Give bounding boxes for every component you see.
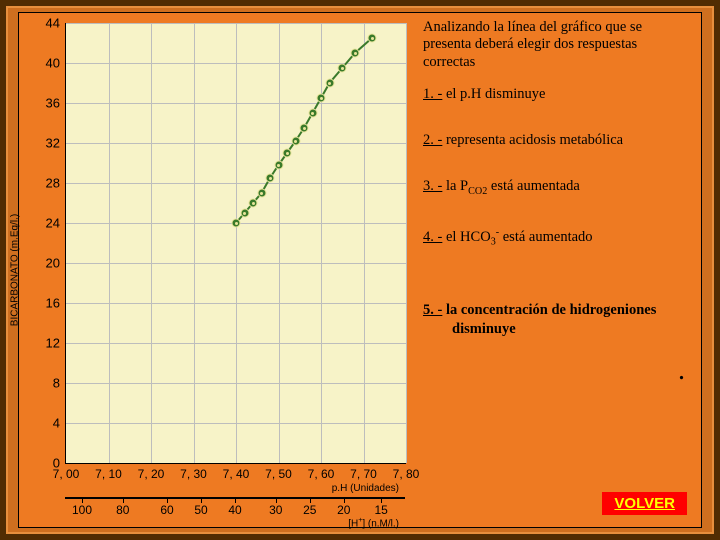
answer-option[interactable]: 1. - el p.H disminuye [423,85,691,103]
chart-area: BICARBONATO (m.Eq/l.) 048121620242832364… [19,13,419,527]
secondary-x-axis-label: [H+] (n.M/l.) [19,517,419,529]
secondary-x-axis: 100 80 60 50 40 30 25 20 15 [65,497,405,517]
x-tick: 7, 50 [265,463,292,481]
data-point [338,64,347,73]
data-point [291,137,300,146]
data-point [257,189,266,198]
x-tick: 7, 70 [350,463,377,481]
y-tick: 12 [46,336,66,351]
secondary-x-tick: 60 [160,503,173,517]
answer-option[interactable]: 2. - representa acidosis metabólica [423,131,691,149]
data-point [317,94,326,103]
y-tick: 44 [46,16,66,31]
y-tick: 4 [53,416,66,431]
secondary-x-tick: 20 [337,503,350,517]
answer-option[interactable]: 5. - la concentración de hidrogeniones d… [423,301,691,337]
secondary-x-tick: 40 [228,503,241,517]
question-prompt: Analizando la línea del gráfico que se p… [423,19,691,71]
outer-frame: BICARBONATO (m.Eq/l.) 048121620242832364… [0,0,720,540]
question-panel: Analizando la línea del gráfico que se p… [419,13,701,527]
y-tick: 40 [46,56,66,71]
slide-content: BICARBONATO (m.Eq/l.) 048121620242832364… [18,12,702,528]
x-axis-label: p.H (Unidades) [19,483,419,494]
data-point [240,209,249,218]
x-tick: 7, 00 [53,463,80,481]
y-axis-label: BICARBONATO (m.Eq/l.) [10,214,21,326]
data-point [266,174,275,183]
answer-options: 1. - el p.H disminuye 2. - representa aci… [423,85,691,375]
y-tick: 24 [46,216,66,231]
data-point [325,79,334,88]
x-tick: 7, 80 [393,463,420,481]
x-tick: 7, 10 [95,463,122,481]
y-tick: 36 [46,96,66,111]
x-tick: 7, 20 [138,463,165,481]
data-point [232,219,241,228]
data-point [300,124,309,133]
secondary-x-tick: 30 [269,503,282,517]
inner-frame: BICARBONATO (m.Eq/l.) 048121620242832364… [6,6,714,534]
answer-option[interactable]: 4. - el HCO3- está aumentado [423,227,691,249]
secondary-x-tick: 50 [194,503,207,517]
data-point [249,199,258,208]
answer-option[interactable]: 3. - la PCO2 está aumentada [423,177,691,199]
data-point [351,49,360,58]
secondary-x-tick: 15 [375,503,388,517]
secondary-x-tick: 80 [116,503,129,517]
x-tick: 7, 40 [223,463,250,481]
data-point [274,161,283,170]
secondary-x-tick: 100 [72,503,92,517]
y-tick: 8 [53,376,66,391]
x-tick: 7, 30 [180,463,207,481]
data-point [368,34,377,43]
y-tick: 20 [46,256,66,271]
trailing-dot: . [423,366,691,376]
y-tick: 32 [46,136,66,151]
back-button[interactable]: VOLVER [602,492,687,515]
y-tick: 16 [46,296,66,311]
chart-plot: 0481216202428323640447, 007, 107, 207, 3… [65,23,406,464]
y-tick: 28 [46,176,66,191]
data-point [308,109,317,118]
x-tick: 7, 60 [308,463,335,481]
data-point [283,149,292,158]
secondary-x-tick: 25 [303,503,316,517]
